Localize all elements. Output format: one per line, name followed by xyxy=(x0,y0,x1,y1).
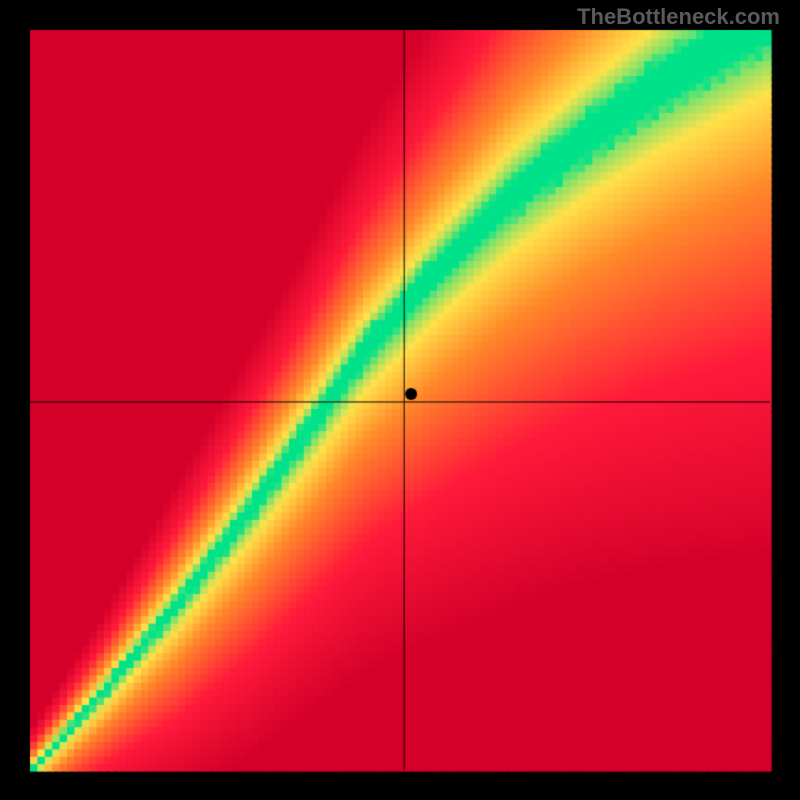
watermark-text: TheBottleneck.com xyxy=(577,4,780,30)
chart-container: TheBottleneck.com xyxy=(0,0,800,800)
bottleneck-heatmap xyxy=(0,0,800,800)
